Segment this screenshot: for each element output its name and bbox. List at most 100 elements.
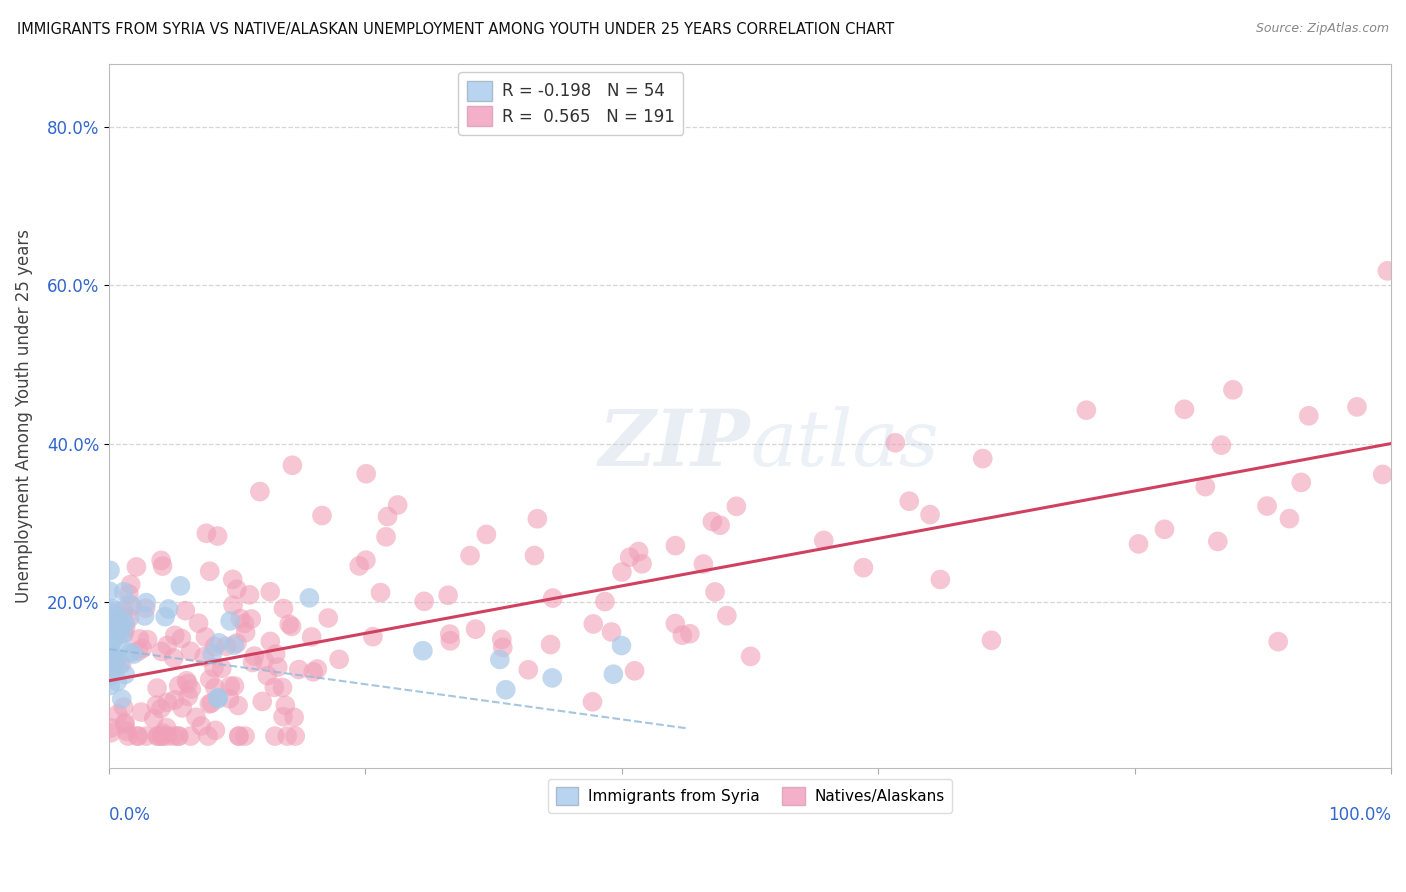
Point	[167, 729, 190, 743]
Point	[541, 591, 564, 605]
Point	[328, 652, 350, 666]
Point	[100, 622, 122, 636]
Point	[972, 451, 994, 466]
Point	[105, 622, 128, 636]
Point	[243, 648, 266, 663]
Point	[298, 591, 321, 605]
Point	[311, 508, 333, 523]
Point	[600, 625, 623, 640]
Point	[127, 729, 149, 743]
Text: Source: ZipAtlas.com: Source: ZipAtlas.com	[1256, 22, 1389, 36]
Point	[219, 614, 242, 628]
Point	[157, 602, 180, 616]
Point	[884, 435, 907, 450]
Point	[180, 729, 202, 743]
Point	[225, 582, 247, 597]
Point	[100, 665, 122, 679]
Point	[100, 648, 122, 663]
Point	[725, 500, 748, 514]
Point	[136, 632, 159, 647]
Point	[281, 458, 304, 473]
Point	[104, 650, 127, 665]
Point	[283, 710, 305, 724]
Point	[627, 544, 650, 558]
Point	[167, 729, 190, 743]
Point	[1128, 537, 1150, 551]
Point	[349, 558, 371, 573]
Point	[259, 584, 281, 599]
Point	[540, 638, 562, 652]
Point	[103, 613, 125, 627]
Point	[207, 529, 229, 543]
Point	[581, 695, 603, 709]
Point	[114, 621, 136, 635]
Point	[215, 639, 238, 653]
Point	[98, 563, 121, 577]
Point	[112, 584, 135, 599]
Text: 100.0%: 100.0%	[1329, 806, 1391, 824]
Point	[623, 664, 645, 678]
Point	[929, 573, 952, 587]
Point	[492, 640, 515, 655]
Point	[150, 729, 173, 743]
Point	[100, 721, 122, 735]
Point	[127, 644, 149, 658]
Point	[108, 624, 131, 639]
Point	[813, 533, 835, 548]
Point	[228, 729, 250, 743]
Point	[375, 530, 398, 544]
Point	[439, 627, 461, 641]
Point	[263, 681, 285, 695]
Point	[523, 549, 546, 563]
Point	[112, 614, 135, 628]
Point	[135, 729, 157, 743]
Point	[495, 682, 517, 697]
Text: 0.0%: 0.0%	[110, 806, 150, 824]
Point	[526, 512, 548, 526]
Point	[541, 671, 564, 685]
Point	[111, 627, 134, 641]
Point	[162, 729, 184, 743]
Point	[228, 729, 250, 743]
Point	[1289, 475, 1312, 490]
Point	[224, 638, 246, 652]
Point	[980, 633, 1002, 648]
Point	[121, 599, 143, 613]
Point	[101, 656, 124, 670]
Point	[1076, 403, 1098, 417]
Point	[679, 626, 702, 640]
Point	[271, 709, 294, 723]
Point	[412, 644, 434, 658]
Point	[517, 663, 540, 677]
Point	[249, 484, 271, 499]
Point	[1278, 511, 1301, 525]
Point	[218, 691, 240, 706]
Point	[610, 565, 633, 579]
Point	[301, 630, 323, 644]
Point	[103, 604, 125, 618]
Point	[207, 691, 229, 706]
Point	[98, 678, 121, 692]
Point	[278, 617, 301, 632]
Point	[127, 729, 149, 743]
Point	[464, 622, 486, 636]
Point	[229, 611, 252, 625]
Point	[671, 628, 693, 642]
Point	[156, 695, 179, 709]
Point	[664, 616, 686, 631]
Point	[222, 572, 245, 586]
Point	[413, 594, 436, 608]
Point	[180, 644, 202, 658]
Point	[259, 634, 281, 648]
Point	[125, 560, 148, 574]
Point	[208, 636, 231, 650]
Point	[204, 640, 226, 654]
Point	[98, 669, 121, 683]
Point	[491, 632, 513, 647]
Point	[135, 596, 157, 610]
Point	[155, 721, 177, 735]
Text: atlas: atlas	[749, 406, 939, 483]
Point	[593, 594, 616, 608]
Text: ZIP: ZIP	[599, 406, 749, 483]
Point	[129, 705, 152, 719]
